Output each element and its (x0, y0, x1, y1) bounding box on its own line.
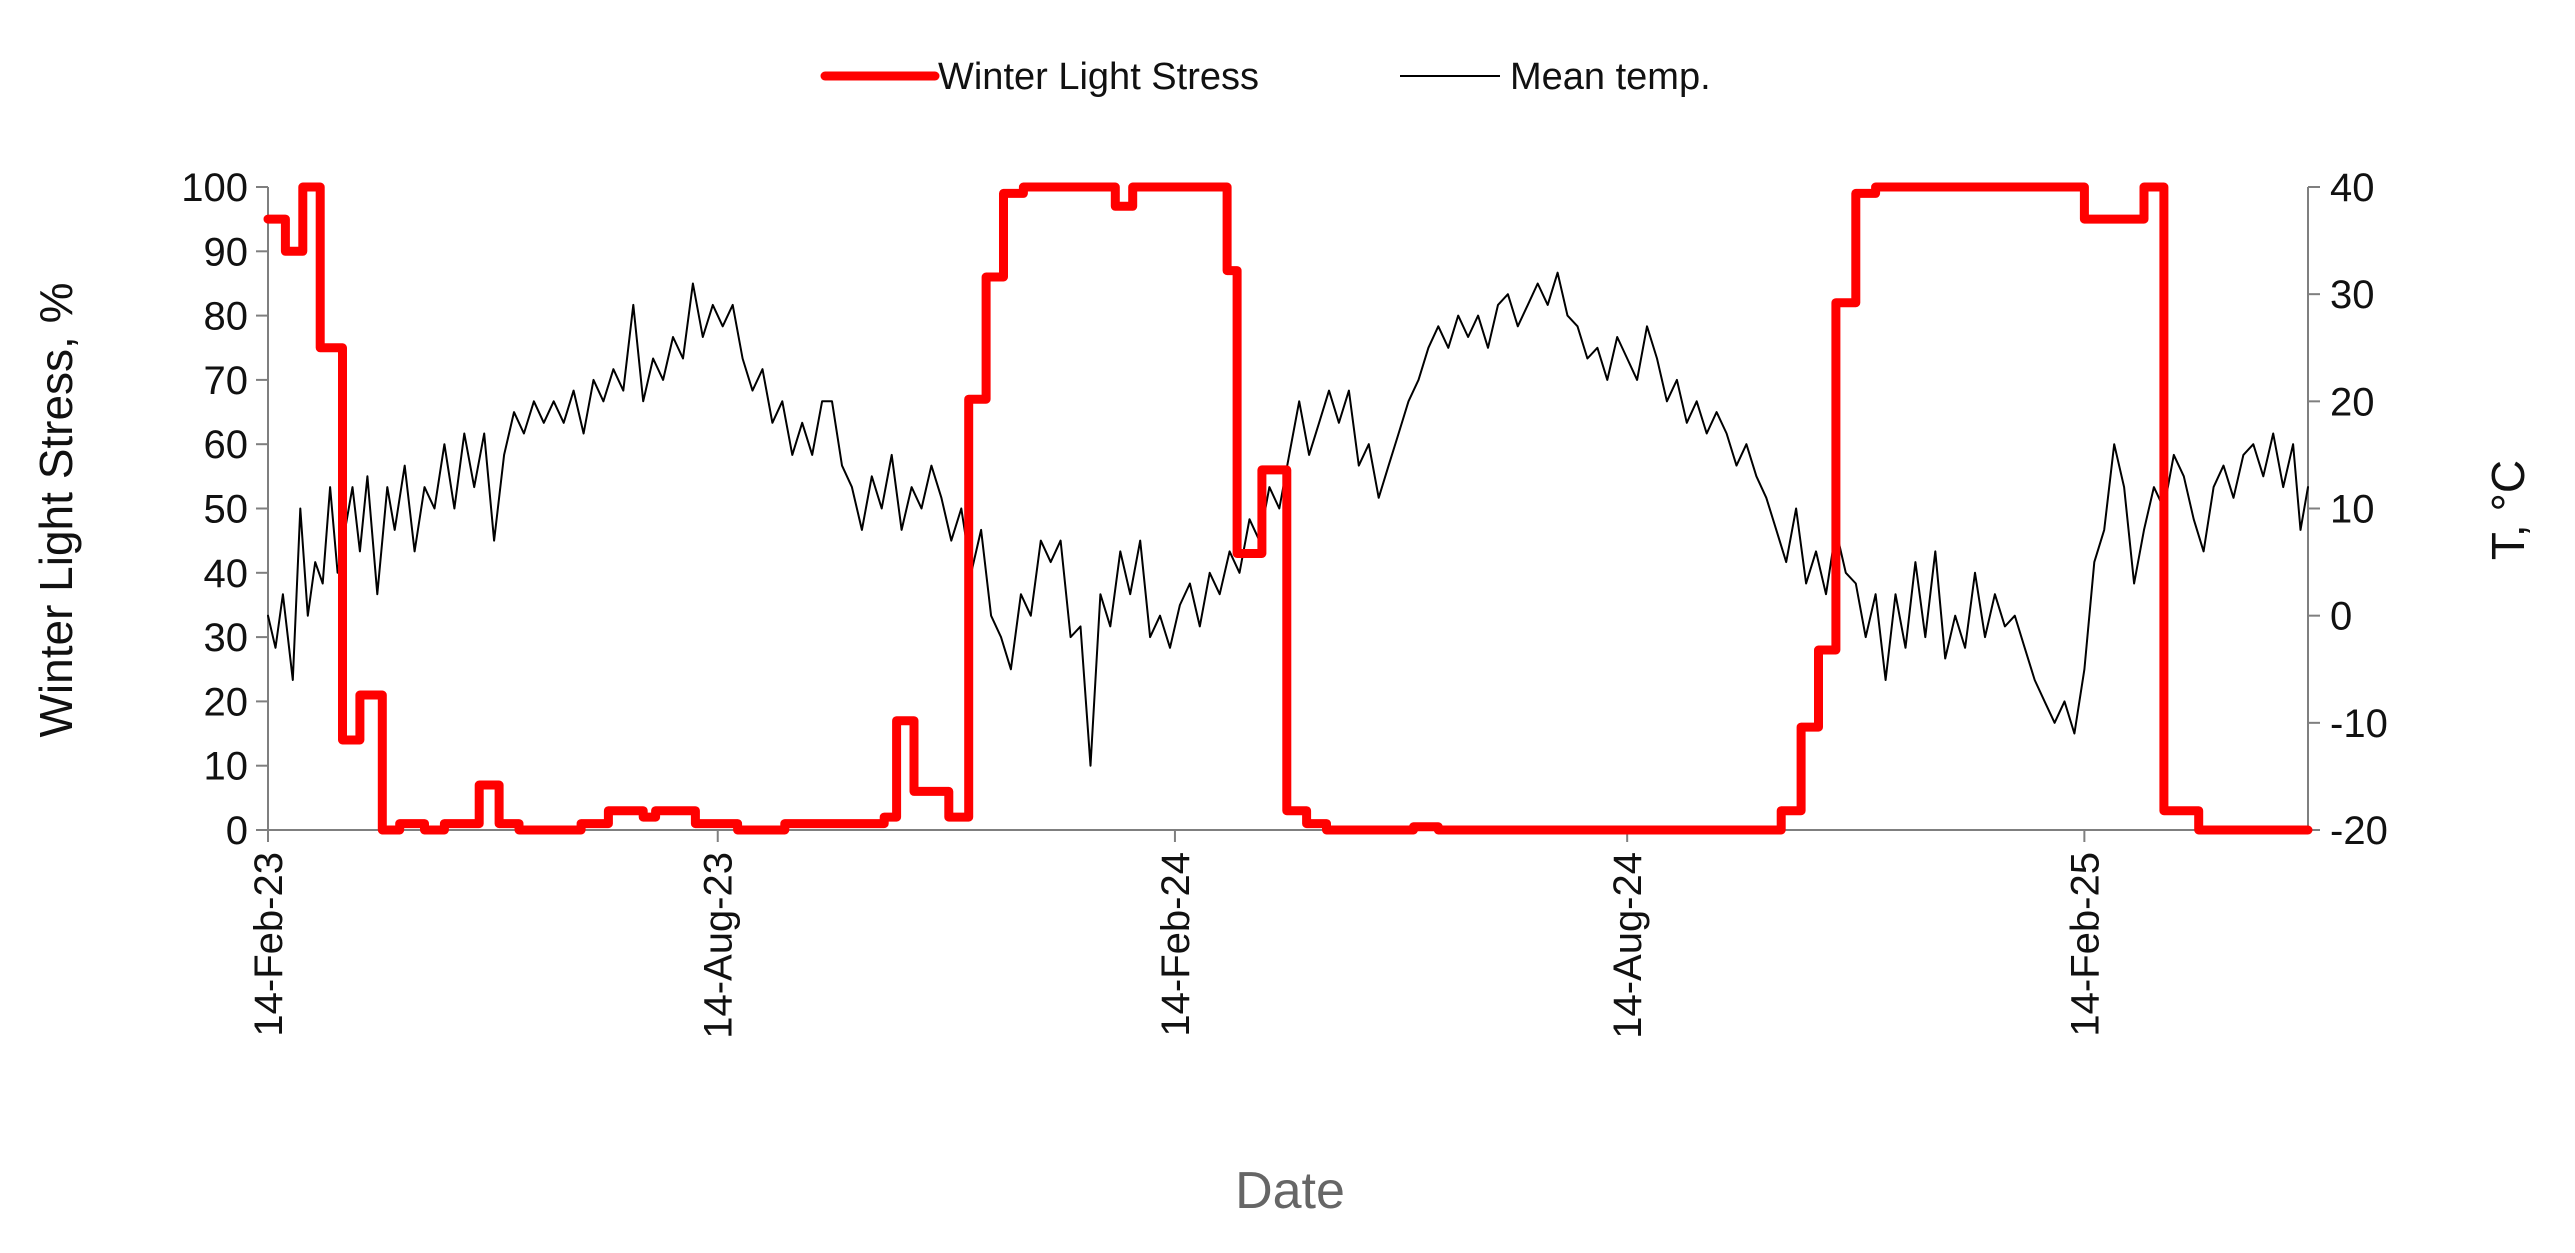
series-line-winter-light-stress (263, 182, 2313, 835)
right-y-tick-label: -10 (2330, 702, 2388, 746)
left-y-tick-label: 20 (204, 680, 249, 724)
left-y-tick-label: 100 (181, 166, 248, 210)
series-layer (263, 182, 2313, 835)
x-tick-label: 14-Feb-23 (247, 852, 291, 1037)
right-y-axis-title: T, °C (2482, 460, 2534, 560)
right-y-tick-label: 30 (2330, 273, 2375, 317)
left-y-tick-label: 50 (204, 488, 249, 532)
x-tick-label: 14-Aug-24 (1606, 852, 1650, 1039)
right-y-tick-label: 10 (2330, 488, 2375, 532)
right-y-tick-label: -20 (2330, 809, 2388, 853)
x-tick-label: 14-Feb-24 (1154, 852, 1198, 1037)
left-y-tick-label: 80 (204, 295, 249, 339)
x-ticks: 14-Feb-23 14-Aug-23 14-Feb-24 14-Aug-24 14-F… (247, 830, 2107, 1039)
left-y-tick-label: 70 (204, 359, 249, 403)
left-y-tick-label: 30 (204, 616, 249, 660)
left-y-tick-label: 0 (226, 809, 248, 853)
series-line-mean-temp (267, 271, 2309, 767)
left-y-tick-label: 10 (204, 745, 249, 789)
left-y-axis-title: Winter Light Stress, % (30, 282, 82, 737)
left-y-tick-label: 90 (204, 230, 249, 274)
legend: Winter Light Stress Mean temp. (820, 56, 1711, 98)
plot-area: 0 10 20 30 40 50 60 70 80 90 100 -20 -10 0 10 20 30 40 1… (181, 166, 2388, 1039)
left-y-ticks: 0 10 20 30 40 50 60 70 80 90 100 (181, 166, 268, 853)
legend-label-mean-temp: Mean temp. (1510, 56, 1711, 98)
legend-label-winter-light-stress: Winter Light Stress (938, 56, 1259, 98)
right-y-tick-label: 40 (2330, 166, 2375, 210)
right-y-tick-label: 20 (2330, 380, 2375, 424)
left-y-tick-label: 60 (204, 423, 249, 467)
x-tick-label: 14-Feb-25 (2063, 852, 2107, 1037)
right-y-tick-label: 0 (2330, 595, 2352, 639)
x-tick-label: 14-Aug-23 (697, 852, 741, 1039)
left-y-tick-label: 40 (204, 552, 249, 596)
right-y-ticks: -20 -10 0 10 20 30 40 (2308, 166, 2388, 853)
x-axis-title: Date (1235, 1162, 1345, 1220)
